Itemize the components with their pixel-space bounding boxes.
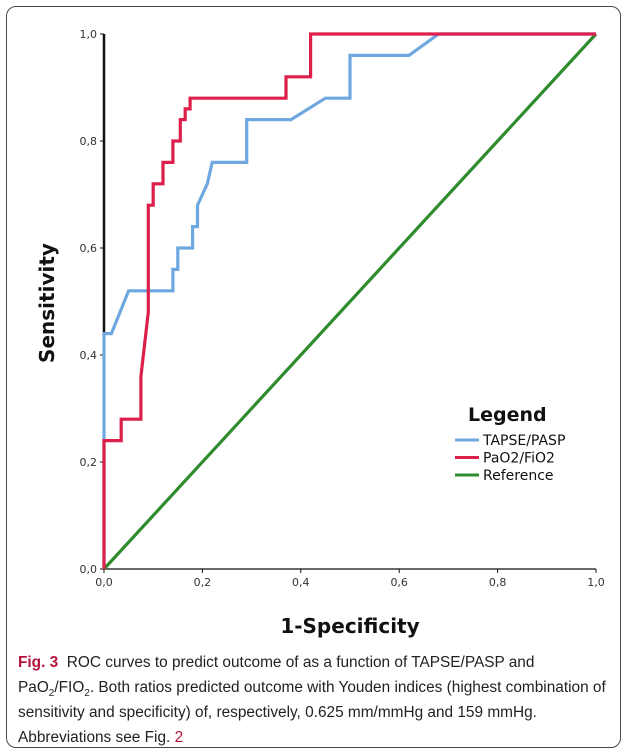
y-tick-label: 0,2: [80, 456, 98, 469]
series-line-pao2-fio2: [102, 32, 596, 569]
plot-area: 0,0 0,2 0,4 0,6 0,8 1,0 0,0 0,2 0,4 0,6 0,8 1,0: [80, 28, 605, 589]
y-tick-label: 0,4: [80, 349, 98, 362]
x-tick-label: 0,0: [95, 576, 113, 589]
figure-caption: Fig. 3 ROC curves to predict outcome of …: [18, 650, 610, 750]
legend-label-reference: Reference: [483, 468, 554, 484]
figure-label: Fig. 3: [18, 654, 59, 671]
x-tick-label: 0,8: [489, 576, 507, 589]
legend-label-tapse-pasp: TAPSE/PASP: [482, 433, 565, 449]
caption-subscript-1: 2: [48, 688, 55, 700]
caption-subscript-2: 2: [84, 688, 90, 700]
x-tick-label: 0,2: [194, 576, 212, 589]
figure-reference-link[interactable]: 2: [174, 729, 184, 746]
legend-label-pao2-fio2: PaO2/FiO2: [483, 451, 555, 467]
y-axis-title: Sensitivity: [35, 243, 59, 363]
x-tick-label: 0,6: [390, 576, 408, 589]
x-tick-label: 1,0: [587, 576, 605, 589]
roc-chart: 0,0 0,2 0,4 0,6 0,8 1,0 0,0 0,2 0,4 0,6 0,8 1,0 Sen…: [35, 28, 605, 638]
caption-text-3: . Both ratios predicted outcome with You…: [18, 679, 606, 746]
y-tick-label: 0,8: [80, 135, 98, 148]
y-tick-label: 0,6: [80, 242, 98, 255]
legend-title: Legend: [468, 404, 547, 426]
y-tick-label: 0,0: [80, 563, 98, 576]
series-line-reference: [102, 32, 598, 571]
figure-frame: [6, 6, 621, 748]
x-tick-label: 0,4: [292, 576, 310, 589]
series-line-tapse-pasp: [102, 32, 596, 569]
caption-text-1: ROC curves to predict outcome of as a fu…: [18, 654, 535, 696]
x-axis-title: 1-Specificity: [280, 614, 419, 638]
caption-text-2: /FIO: [54, 679, 85, 696]
y-tick-label: 1,0: [80, 28, 98, 41]
